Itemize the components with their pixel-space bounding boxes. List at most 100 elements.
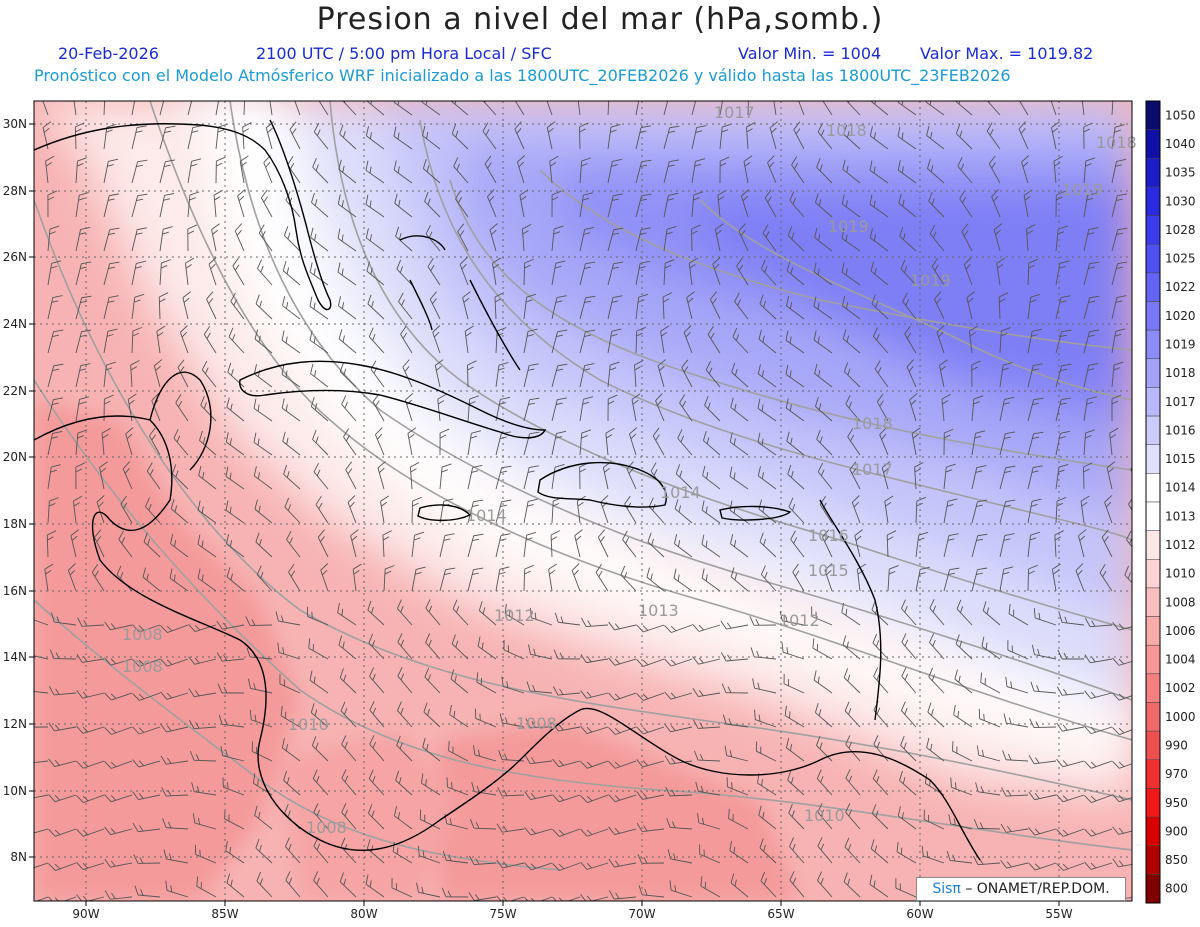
wind-barb (580, 690, 609, 699)
wind-barb (663, 259, 675, 286)
wind-barb (103, 123, 117, 150)
wind-barb (719, 101, 725, 116)
wind-barb (899, 770, 917, 796)
wind-barb (165, 880, 189, 898)
map-title: Presion a nivel del mar (hPa,somb.) (316, 2, 884, 37)
wind-barb (681, 359, 693, 388)
wind-barb (425, 633, 441, 660)
wind-barb (760, 259, 777, 286)
wind-barb (673, 568, 693, 592)
wind-barb (551, 295, 567, 320)
wind-barb (191, 782, 217, 796)
wind-barb (258, 224, 273, 252)
colorbar-label: 900 (1165, 824, 1188, 838)
wind-barb (449, 704, 469, 728)
wind-barb (369, 667, 385, 694)
wind-barb (664, 723, 693, 733)
gulf-coast (34, 123, 201, 151)
colorbar-swatch (1145, 301, 1161, 331)
wind-barb (34, 653, 49, 660)
wind-barb (317, 529, 329, 558)
wind-barb (692, 656, 721, 665)
lon-tick-label: 75W (489, 907, 516, 921)
wind-barb (160, 658, 189, 667)
wind-barb (313, 122, 329, 150)
wind-barb (1084, 617, 1113, 628)
wind-barb (999, 533, 1015, 558)
wind-barb (897, 126, 917, 150)
wind-barb (366, 261, 385, 286)
wind-barb (341, 803, 357, 830)
wind-barb (187, 224, 197, 252)
wind-barb (311, 736, 329, 762)
wind-barb (337, 296, 357, 320)
wind-barb (393, 126, 413, 150)
wind-barb (691, 191, 704, 218)
wind-barb (188, 688, 217, 698)
wind-barb (315, 496, 329, 524)
wind-barb (208, 257, 217, 286)
wind-barb (411, 566, 426, 592)
wind-barb (900, 735, 917, 762)
wind-barb (51, 612, 77, 626)
contour-label: 1010 (288, 715, 329, 734)
wind-barb (730, 873, 749, 898)
wind-barb (822, 529, 833, 558)
wind-barb (312, 430, 329, 456)
contour-label: 1018 (1096, 133, 1137, 152)
wind-barb (1084, 828, 1113, 837)
wind-barb (679, 394, 693, 422)
wind-barb (254, 805, 273, 830)
wind-barb (523, 397, 540, 422)
wind-barb (227, 362, 245, 388)
wind-barb (691, 101, 698, 116)
wind-barb (1055, 397, 1072, 422)
wind-barb (1056, 722, 1085, 732)
wind-barb (315, 101, 329, 116)
wind-barb (103, 158, 118, 184)
wind-barb (159, 125, 176, 150)
wind-barb (40, 101, 49, 116)
wind-barb (260, 189, 273, 218)
wind-barb (699, 844, 721, 864)
wind-barb (104, 858, 133, 868)
wind-barb (635, 326, 647, 354)
cuba-coast (239, 360, 547, 439)
wind-barb (120, 495, 133, 524)
wind-barb (1099, 564, 1113, 592)
wind-barb (425, 599, 441, 626)
colorbar-swatch (1145, 329, 1161, 360)
wind-barb (580, 760, 609, 769)
colorbar-swatch (1145, 587, 1161, 617)
wind-barb (42, 121, 52, 150)
lat-lon-grid (34, 101, 1132, 901)
wind-barb (926, 125, 945, 150)
wind-barb (265, 121, 275, 150)
wind-barb (75, 192, 89, 218)
lat-tick-label: 30N (3, 117, 27, 131)
wind-barb (1028, 827, 1057, 836)
wind-barb (901, 599, 917, 626)
wind-barb (732, 327, 749, 354)
wind-barb (143, 532, 161, 558)
wind-barb (450, 101, 469, 116)
wind-barb (551, 363, 568, 388)
wind-barb (795, 101, 805, 116)
wind-barb (786, 261, 805, 286)
contour-label: 1010 (804, 806, 845, 825)
wind-barb (495, 362, 509, 388)
wind-barb (215, 101, 221, 116)
contour-label: 1012 (494, 606, 535, 625)
wind-barb (397, 701, 413, 728)
wind-barb (201, 360, 217, 388)
wind-barb (695, 781, 721, 796)
wind-barb (347, 495, 357, 524)
wind-barb (871, 294, 889, 320)
wind-barb (841, 228, 861, 252)
wind-barb (607, 101, 610, 116)
wind-barb (691, 158, 706, 184)
wind-barb (971, 395, 984, 422)
wind-barb (816, 429, 833, 456)
colorbar-swatch (1145, 473, 1161, 503)
wind-barb (524, 791, 553, 800)
